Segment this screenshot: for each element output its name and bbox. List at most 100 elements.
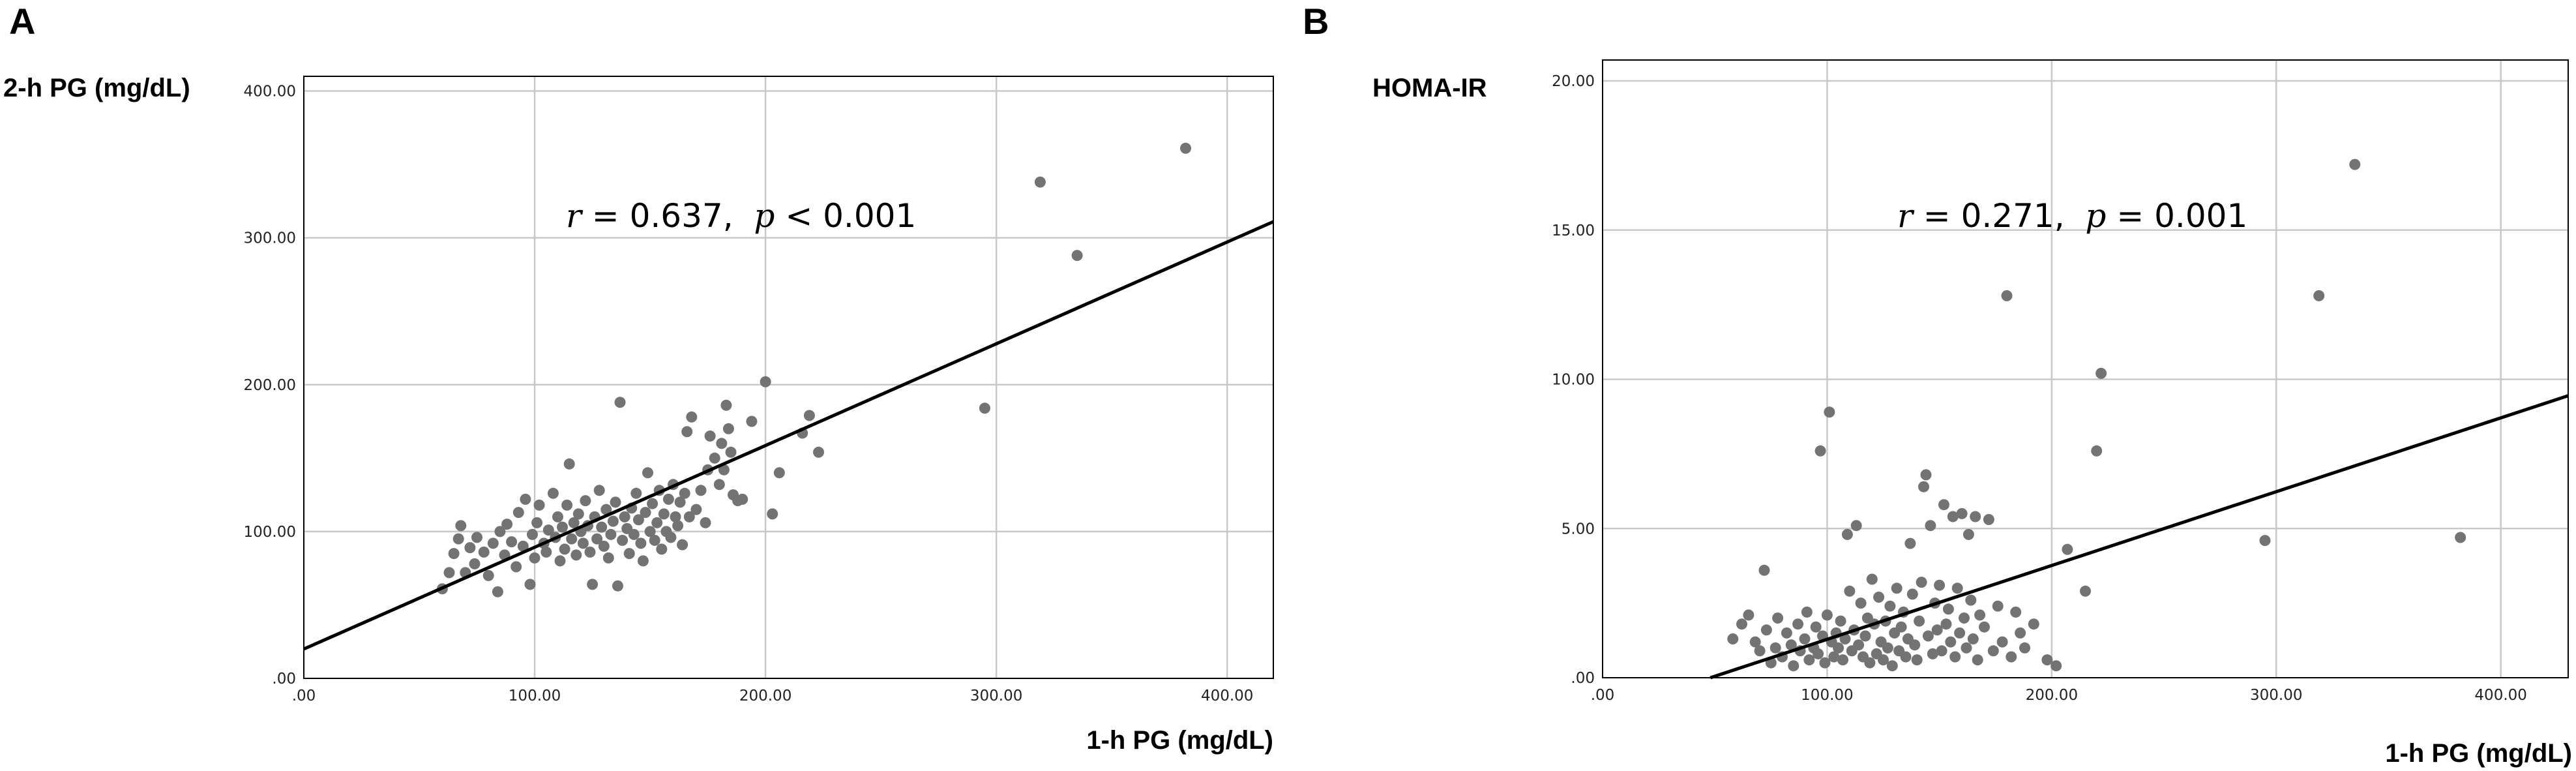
data-point [2313,290,2325,301]
data-point [725,446,737,458]
data-point [1833,642,1844,654]
data-point [580,495,591,507]
data-point [690,504,702,515]
data-point [628,528,640,540]
data-point [482,569,494,581]
y-axis-title: HOMA-IR [1372,74,1487,102]
data-point [1034,176,1046,188]
data-point [1736,618,1747,630]
data-point [1900,651,1912,663]
panel-letter: A [9,1,35,42]
r-value: = 0.637, [582,197,754,235]
data-point [511,561,522,573]
data-point [2095,367,2107,379]
data-point [1788,660,1799,672]
data-point [2028,618,2039,630]
y-tick-label: 200.00 [244,377,296,394]
data-point [1850,520,1862,532]
data-point [520,493,531,505]
data-point [2010,606,2022,618]
data-point [1922,630,1934,642]
y-tick-label: 300.00 [244,230,296,247]
data-point [1911,654,1923,666]
r-value: = 0.271, [1913,197,2086,235]
data-point [647,498,659,509]
data-point [713,479,725,491]
data-point [773,467,785,479]
data-point [1835,615,1846,627]
data-point [2080,585,2091,597]
x-axis-title: 1-h PG (mg/dL) [2385,739,2572,768]
data-point [1996,636,2008,648]
data-point [464,542,476,554]
data-point [1909,639,1921,651]
data-point [2062,543,2073,555]
data-point [563,458,575,470]
data-point [557,521,568,533]
data-point [506,536,518,548]
data-point [1878,654,1889,666]
data-point [593,485,605,496]
data-point [1792,618,1804,630]
data-point [598,540,610,552]
data-point [1967,633,1979,644]
r-symbol: r [566,197,584,235]
x-tick-label: 100.00 [509,688,561,704]
data-point [547,487,559,499]
x-tick-label: 300.00 [2250,687,2302,704]
data-point [677,539,688,551]
p-value: < 0.001 [775,197,916,235]
tick-labels: .00 100.00 200.00 300.00 400.00 .00 100.00 200.… [244,83,1254,704]
correlation-annotation: r = 0.271, p = 0.001 [1897,197,2247,235]
data-point [1801,606,1813,618]
data-point [1940,618,1952,630]
data-point [1949,651,1961,663]
data-point [681,426,693,438]
data-point [1810,621,1822,633]
data-point [623,548,635,560]
data-point [722,423,734,434]
data-point [1951,582,1963,594]
data-point [1970,511,1981,522]
data-point [1727,633,1739,644]
data-point [1760,624,1772,636]
data-point [1873,592,1885,603]
data-point [700,517,711,528]
data-point [561,499,573,511]
data-point [533,499,545,511]
data-point [612,580,623,592]
data-point [803,410,815,421]
data-point [1918,481,1929,492]
data-point [695,485,707,496]
data-point [1180,142,1191,154]
data-point [637,555,649,567]
data-point [813,446,824,458]
data-point [1959,612,1970,624]
panel-a: A 2-h PG (mg/dL) 1-h PG (mg/dL) .00 100.0… [3,1,1275,755]
data-point [1979,621,1990,633]
y-tick-label: 10.00 [1552,372,1595,389]
data-point [2050,660,2062,672]
data-point [640,507,651,519]
data-point [591,533,603,545]
data-point [683,511,695,522]
data-point [501,519,513,530]
data-point [1853,639,1865,651]
data-point [1965,594,1977,606]
data-point [709,452,720,464]
tick-labels: .00 100.00 200.00 300.00 400.00 .00 5.00 10.00 1… [1552,73,2527,704]
data-point [1754,645,1766,657]
data-point [1954,627,1966,639]
correlation-annotation: r = 0.637, p < 0.001 [566,197,916,235]
grid [304,76,1273,678]
data-point [1914,615,1925,627]
x-tick-label: .00 [292,688,316,704]
data-point [674,496,686,508]
data-point [1972,654,1983,666]
data-point [471,532,482,543]
data-point [1962,528,1974,540]
p-symbol: p [754,197,775,235]
data-point [570,549,582,561]
data-point [577,537,589,549]
data-point [605,528,617,540]
